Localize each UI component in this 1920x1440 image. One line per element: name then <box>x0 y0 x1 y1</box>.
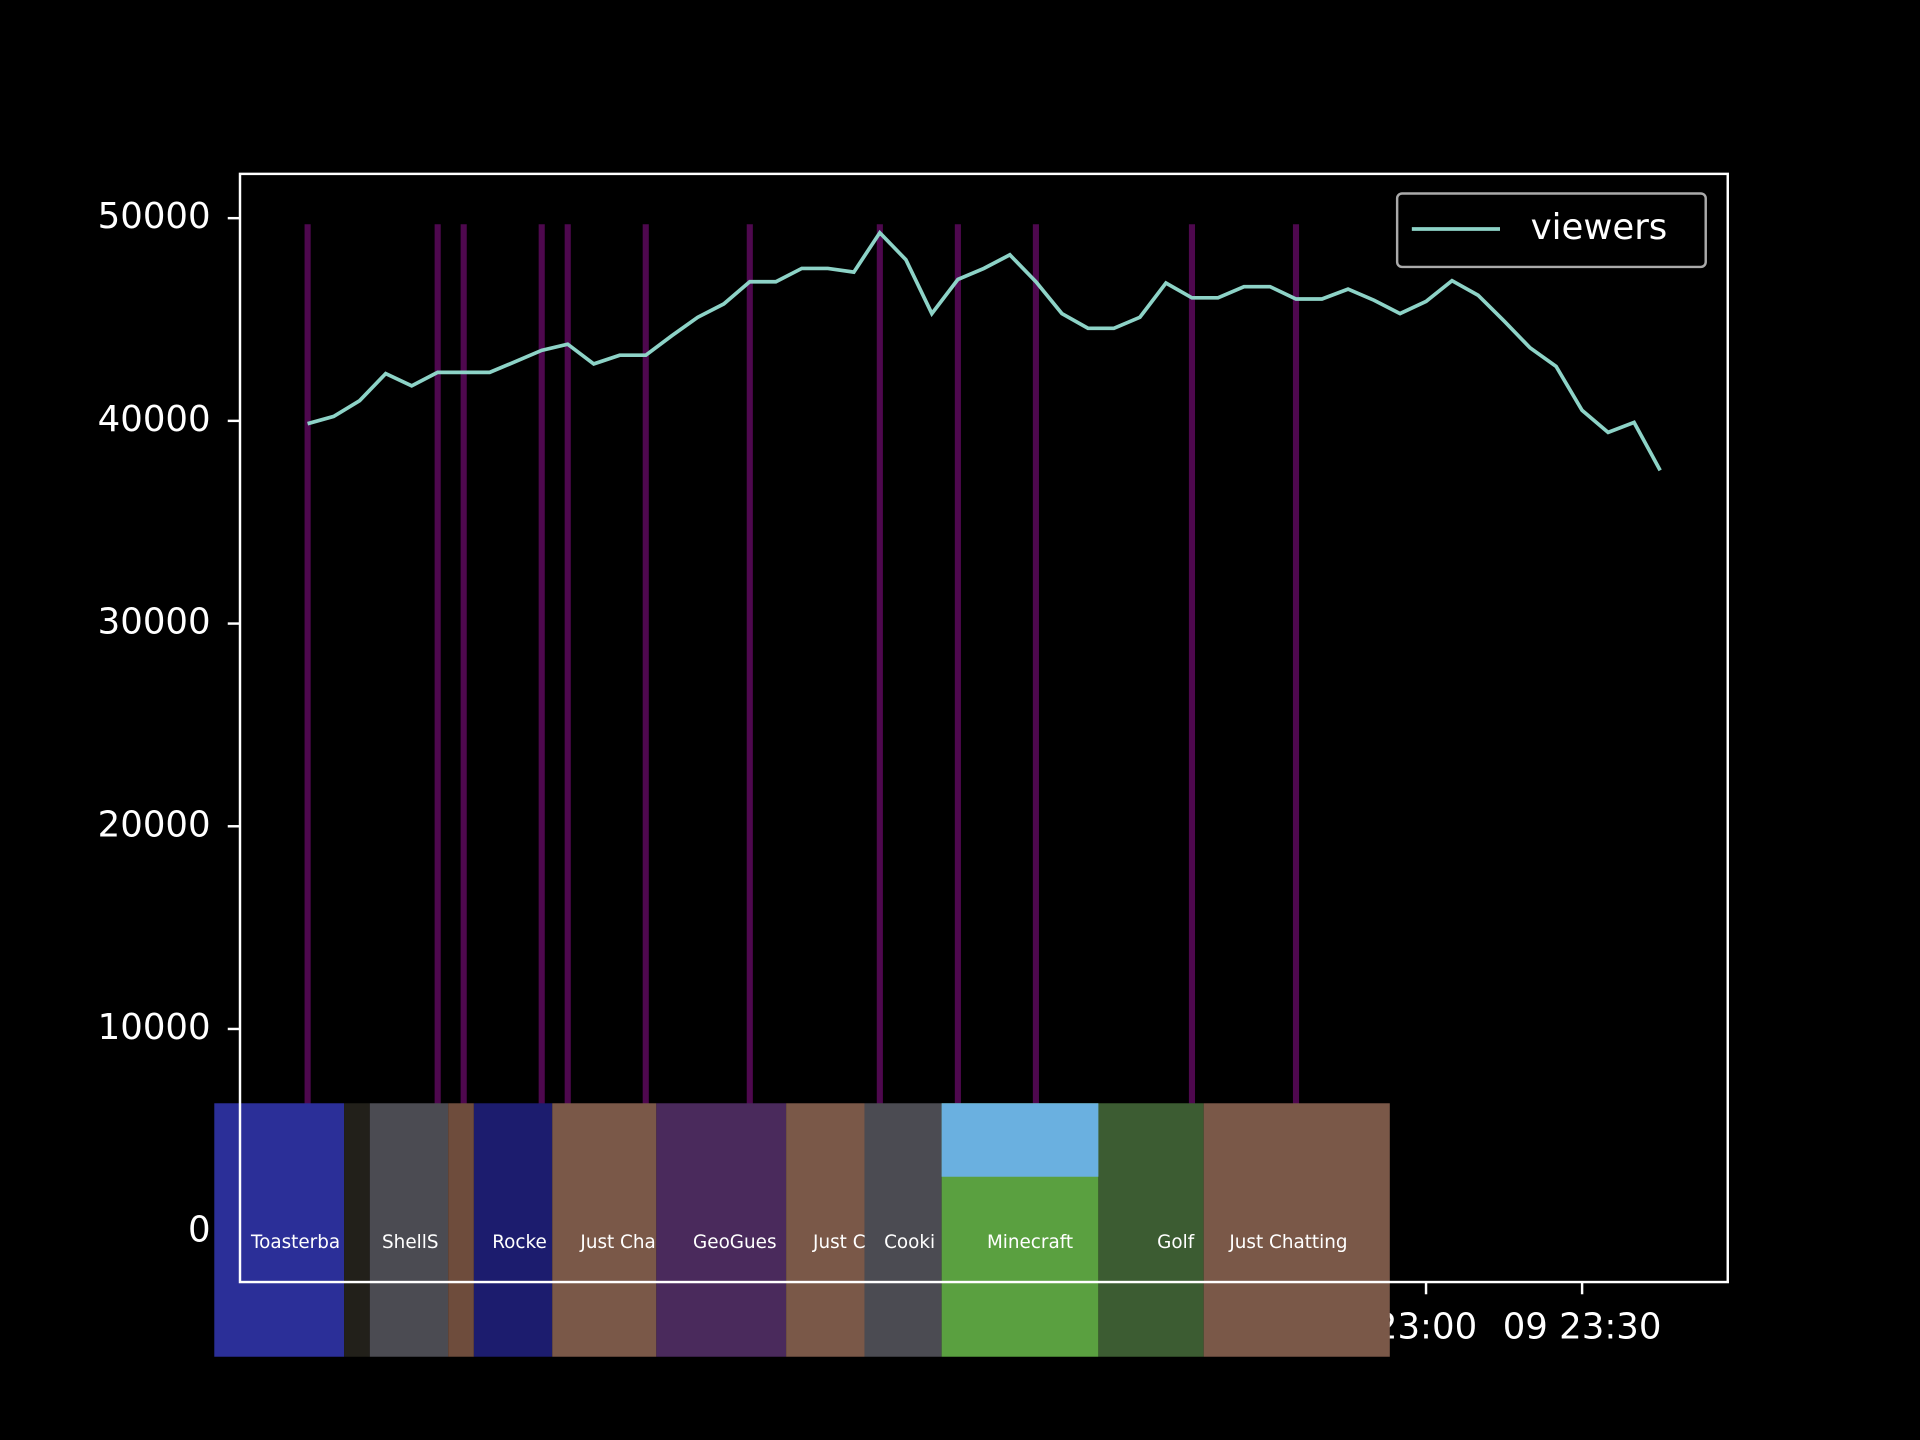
x-tick-label: 09 23:30 <box>1503 1307 1662 1348</box>
y-tick-label: 50000 <box>98 196 211 237</box>
game-thumbnail <box>473 1103 553 1357</box>
game-thumbnail <box>786 1103 865 1357</box>
legend-label: viewers <box>1531 207 1668 248</box>
game-thumbnail <box>656 1103 787 1357</box>
y-tick-label: 10000 <box>98 1007 211 1048</box>
game-label: GeoGues <box>693 1232 776 1253</box>
game-thumbnail <box>369 1103 449 1357</box>
game-thumbnail <box>448 1103 474 1357</box>
x-tick-label: 23:00 <box>1375 1307 1477 1348</box>
game-label: Just Cha <box>579 1232 655 1253</box>
game-label: Just Chatting <box>1228 1232 1347 1253</box>
y-tick-label: 30000 <box>98 602 211 643</box>
legend-box <box>1395 192 1707 269</box>
y-tick-label: 0 <box>188 1210 211 1251</box>
axes-frame <box>238 172 1729 1284</box>
game-label: Just C <box>812 1232 865 1253</box>
game-thumbnail-sky <box>941 1103 1099 1177</box>
game-label: ShellS <box>382 1232 438 1253</box>
game-thumbnail <box>864 1103 942 1357</box>
game-thumbnail <box>1203 1103 1390 1357</box>
game-label: Cooki <box>884 1232 935 1253</box>
game-thumbnail <box>214 1103 345 1357</box>
y-tick-label: 20000 <box>98 804 211 845</box>
game-label: Minecraft <box>987 1232 1073 1253</box>
viewers-line <box>307 229 1662 472</box>
game-thumbnail <box>344 1103 370 1357</box>
y-tick-label: 40000 <box>98 399 211 440</box>
game-label: Toasterba <box>250 1232 340 1253</box>
game-label: Golf <box>1157 1232 1195 1253</box>
game-label: Rocke <box>492 1232 547 1253</box>
game-thumbnail <box>552 1103 657 1357</box>
game-thumbnail <box>1098 1103 1204 1357</box>
